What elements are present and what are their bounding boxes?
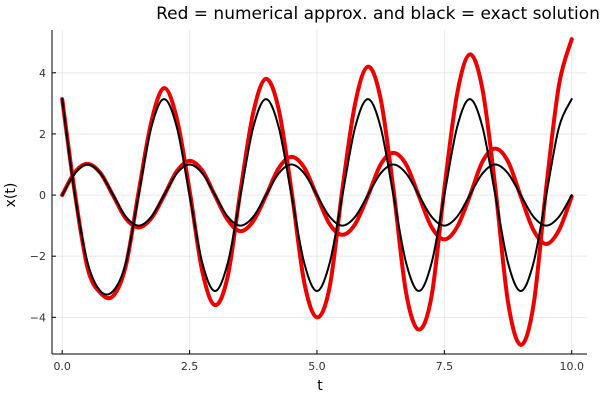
x-tick-label: 7.5: [436, 360, 454, 373]
x-tick-label: 2.5: [181, 360, 199, 373]
x-tick-label: 0.0: [53, 360, 71, 373]
y-tick-label: −4: [30, 311, 46, 324]
tick-labels: 0.0 2.5 5.0 7.5 10.0 −4 −2 0 2 4: [30, 67, 584, 373]
y-tick-label: 4: [39, 67, 46, 80]
y-tick-label: −2: [30, 250, 46, 263]
y-tick-label: 2: [39, 128, 46, 141]
series-line-4: [61, 163, 573, 227]
y-tick-label: 0: [39, 189, 46, 202]
axes: [51, 30, 587, 355]
series-line-3: [61, 98, 573, 296]
x-axis-label: t: [317, 378, 323, 394]
x-tick-label: 5.0: [308, 360, 326, 373]
series-group: [60, 37, 574, 347]
x-tick-label: 10.0: [559, 360, 584, 373]
y-axis-label: x(t): [3, 183, 19, 208]
chart-title: Red = numerical approx. and black = exac…: [156, 4, 600, 24]
